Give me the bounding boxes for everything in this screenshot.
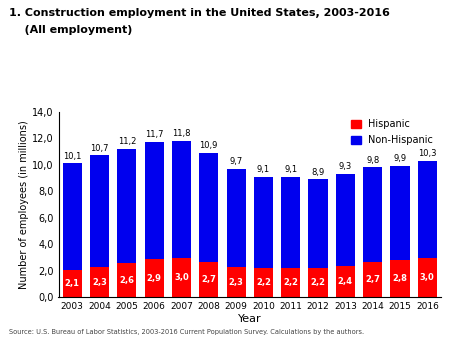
Bar <box>363 167 382 262</box>
Bar <box>254 176 273 268</box>
Bar <box>418 161 437 258</box>
Text: 3,0: 3,0 <box>174 273 189 282</box>
Bar <box>336 266 355 297</box>
Text: 10,1: 10,1 <box>63 152 81 161</box>
Text: 2,4: 2,4 <box>338 277 353 286</box>
Bar <box>199 153 218 262</box>
Text: 2,2: 2,2 <box>283 278 298 287</box>
Bar <box>363 262 382 297</box>
Text: 2,2: 2,2 <box>256 278 271 287</box>
Bar <box>90 267 109 297</box>
Bar <box>309 179 328 268</box>
Bar <box>63 163 82 270</box>
Text: 11,8: 11,8 <box>172 129 191 138</box>
Text: 3,0: 3,0 <box>420 273 435 282</box>
Bar <box>199 262 218 297</box>
Bar <box>281 268 300 297</box>
Text: 2,2: 2,2 <box>310 278 325 287</box>
Text: 10,7: 10,7 <box>90 144 109 153</box>
Bar <box>90 155 109 267</box>
Text: Source: U.S. Bureau of Labor Statistics, 2003-2016 Current Population Survey. Ca: Source: U.S. Bureau of Labor Statistics,… <box>9 329 364 335</box>
Bar <box>117 263 136 297</box>
Text: 10,9: 10,9 <box>200 141 218 150</box>
Text: 11,2: 11,2 <box>117 137 136 146</box>
Text: 9,1: 9,1 <box>284 165 297 174</box>
Text: 2,7: 2,7 <box>201 275 216 284</box>
Text: 9,7: 9,7 <box>230 157 243 166</box>
Text: (All employment): (All employment) <box>9 25 132 35</box>
Bar <box>391 166 410 260</box>
Legend: Hispanic, Non-Hispanic: Hispanic, Non-Hispanic <box>348 116 436 148</box>
Text: 9,3: 9,3 <box>339 162 352 171</box>
Bar <box>117 149 136 263</box>
Bar <box>144 142 164 259</box>
Y-axis label: Number of employees (in millions): Number of employees (in millions) <box>19 120 29 289</box>
Bar <box>172 141 191 258</box>
X-axis label: Year: Year <box>238 314 261 324</box>
Bar <box>281 176 300 268</box>
Bar <box>226 267 246 297</box>
Text: 2,7: 2,7 <box>365 275 380 284</box>
Text: 2,1: 2,1 <box>65 279 80 288</box>
Text: 11,7: 11,7 <box>145 130 163 140</box>
Bar <box>226 169 246 267</box>
Bar <box>172 258 191 297</box>
Text: 2,9: 2,9 <box>147 274 162 283</box>
Bar <box>391 260 410 297</box>
Bar <box>254 268 273 297</box>
Bar <box>309 268 328 297</box>
Bar <box>63 270 82 297</box>
Text: 2,8: 2,8 <box>392 274 407 283</box>
Bar <box>418 258 437 297</box>
Text: 9,8: 9,8 <box>366 156 379 165</box>
Text: 9,1: 9,1 <box>257 165 270 174</box>
Text: 8,9: 8,9 <box>311 168 325 177</box>
Text: 9,9: 9,9 <box>393 154 407 163</box>
Bar <box>336 174 355 266</box>
Text: 1. Construction employment in the United States, 2003-2016: 1. Construction employment in the United… <box>9 8 390 19</box>
Bar <box>144 259 164 297</box>
Text: 2,3: 2,3 <box>92 278 107 287</box>
Text: 2,6: 2,6 <box>119 276 134 285</box>
Text: 10,3: 10,3 <box>418 149 436 158</box>
Text: 2,3: 2,3 <box>229 278 243 287</box>
